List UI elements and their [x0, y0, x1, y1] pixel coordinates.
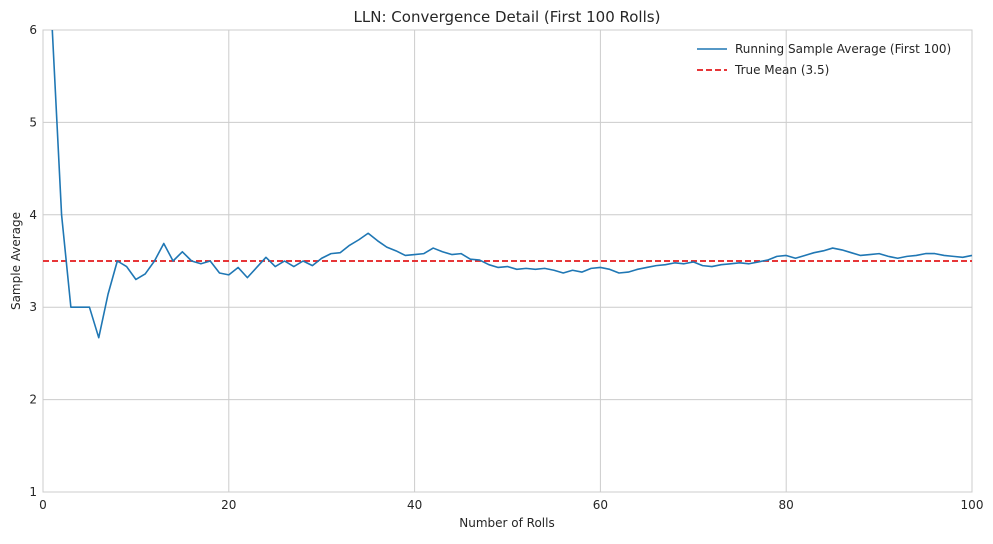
y-tick-label: 5 [29, 115, 37, 129]
legend: Running Sample Average (First 100) True … [697, 42, 951, 77]
x-tick-label: 100 [961, 498, 984, 512]
legend-label-running-average: Running Sample Average (First 100) [735, 42, 951, 56]
y-tick-label: 4 [29, 208, 37, 222]
legend-label-true-mean: True Mean (3.5) [734, 63, 829, 77]
chart-title: LLN: Convergence Detail (First 100 Rolls… [354, 8, 661, 26]
x-tick-label: 60 [593, 498, 608, 512]
x-tick-label: 0 [39, 498, 47, 512]
y-axis-label: Sample Average [9, 212, 23, 310]
running-average-line [51, 29, 973, 339]
y-tick-label: 6 [29, 23, 37, 37]
x-axis-label: Number of Rolls [459, 516, 554, 530]
x-tick-label: 40 [407, 498, 422, 512]
y-tick-label: 1 [29, 485, 37, 499]
x-tick-label: 80 [779, 498, 794, 512]
x-axis-ticks: 0 20 40 60 80 100 [39, 498, 983, 512]
y-axis-ticks: 1 2 3 4 5 6 [29, 23, 37, 499]
y-tick-label: 2 [29, 393, 37, 407]
x-tick-label: 20 [221, 498, 236, 512]
y-tick-label: 3 [29, 300, 37, 314]
